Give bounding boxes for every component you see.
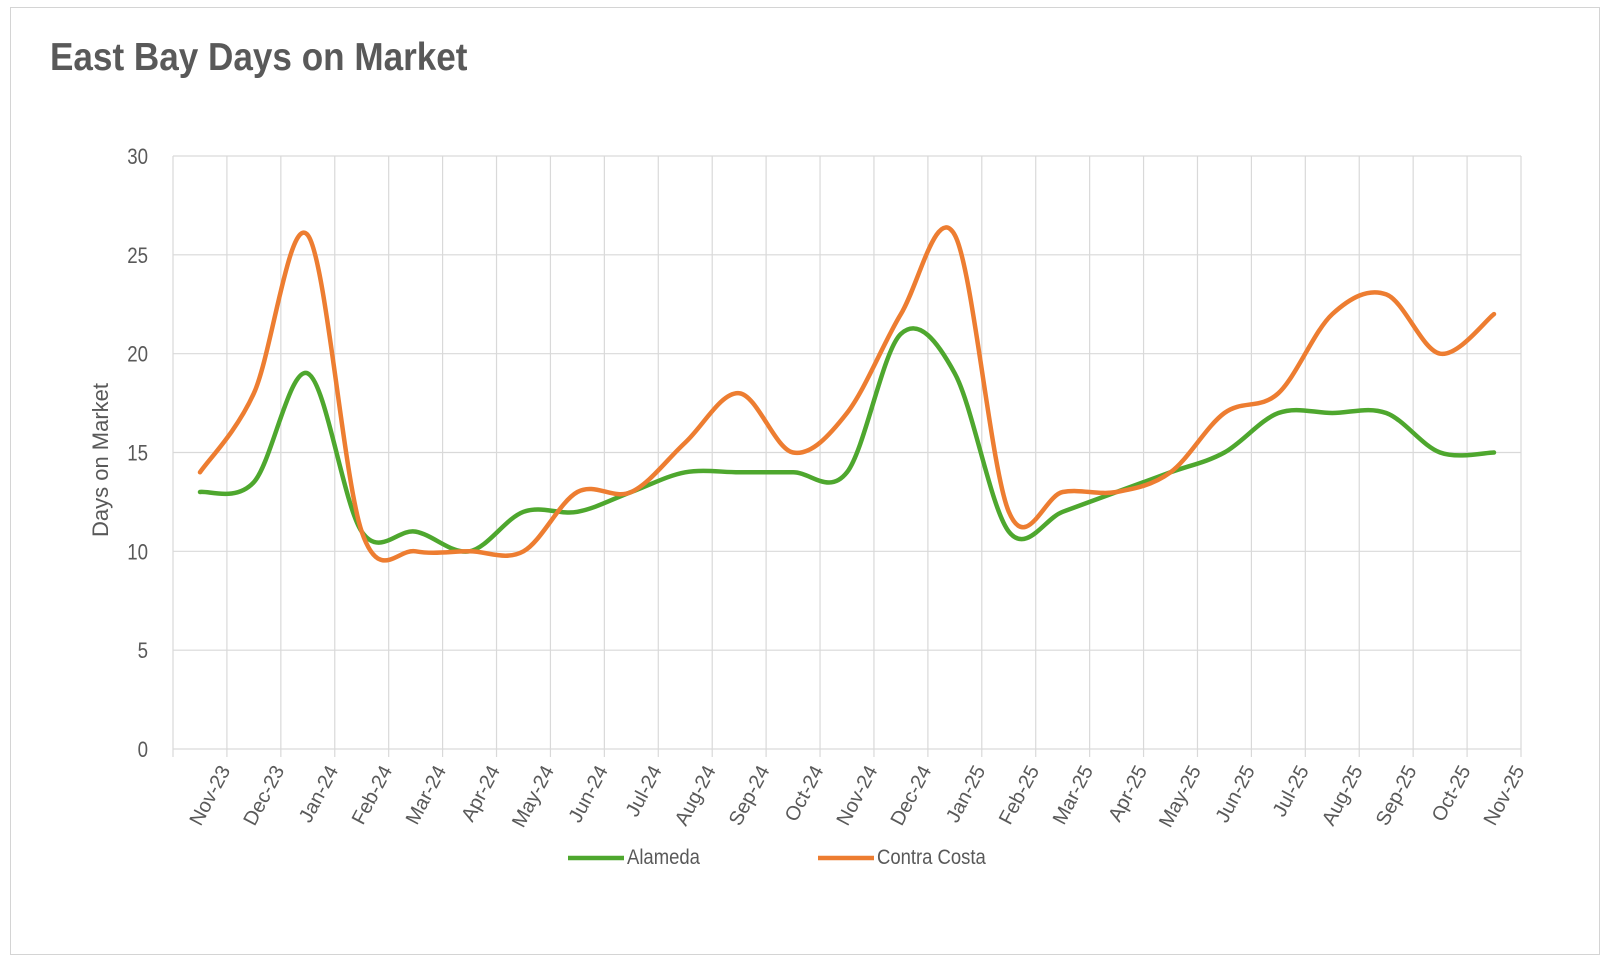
x-tick-label: Dec-24 [887, 762, 937, 829]
series-line-contra-costa [197, 225, 1497, 563]
chart-frame [10, 7, 1600, 955]
x-tick-label: Mar-24 [402, 762, 451, 828]
x-tick-label: Mar-25 [1049, 762, 1098, 828]
x-tick-label: Jun-25 [1212, 762, 1260, 826]
x-tick-label: Jan-25 [942, 762, 990, 826]
x-tick-label: Feb-25 [995, 762, 1044, 828]
x-tick-label: Nov-25 [1480, 762, 1530, 829]
x-tick-label: May-24 [508, 762, 559, 831]
y-tick-label: 10 [127, 541, 148, 565]
y-axis-label: Days on Market [88, 383, 113, 537]
x-tick-label: Sep-25 [1372, 762, 1422, 829]
x-tick-label: Jul-24 [622, 762, 667, 820]
legend-label-contra-costa: Contra Costa [877, 846, 986, 869]
y-tick-label: 30 [127, 146, 148, 170]
x-tick-label: Aug-24 [671, 762, 721, 829]
x-tick-label: Oct-24 [781, 762, 829, 825]
x-tick-label: Apr-24 [457, 762, 505, 825]
y-tick-label: 25 [127, 245, 148, 269]
x-tick-label: Jan-24 [295, 762, 343, 826]
x-tick-label: May-25 [1155, 762, 1206, 831]
chart-title: East Bay Days on Market [50, 36, 468, 79]
x-tick-label: Dec-23 [240, 762, 290, 829]
y-tick-label: 20 [127, 343, 148, 367]
x-tick-label: Apr-25 [1104, 762, 1152, 825]
y-tick-label: 15 [127, 442, 148, 466]
y-tick-label: 5 [138, 640, 148, 664]
x-tick-label: Nov-24 [833, 762, 883, 829]
y-tick-label: 0 [138, 739, 148, 763]
x-tick-label: Aug-25 [1318, 762, 1368, 829]
x-tick-label: Jul-25 [1269, 762, 1314, 820]
x-tick-label: Oct-25 [1428, 762, 1476, 825]
x-tick-label: Jun-24 [565, 762, 613, 826]
x-tick-label: Sep-24 [725, 762, 775, 829]
series-line-alameda [197, 326, 1497, 554]
x-tick-label: Nov-23 [186, 762, 236, 829]
x-tick-label: Feb-24 [348, 762, 397, 828]
legend-label-alameda: Alameda [627, 846, 700, 869]
